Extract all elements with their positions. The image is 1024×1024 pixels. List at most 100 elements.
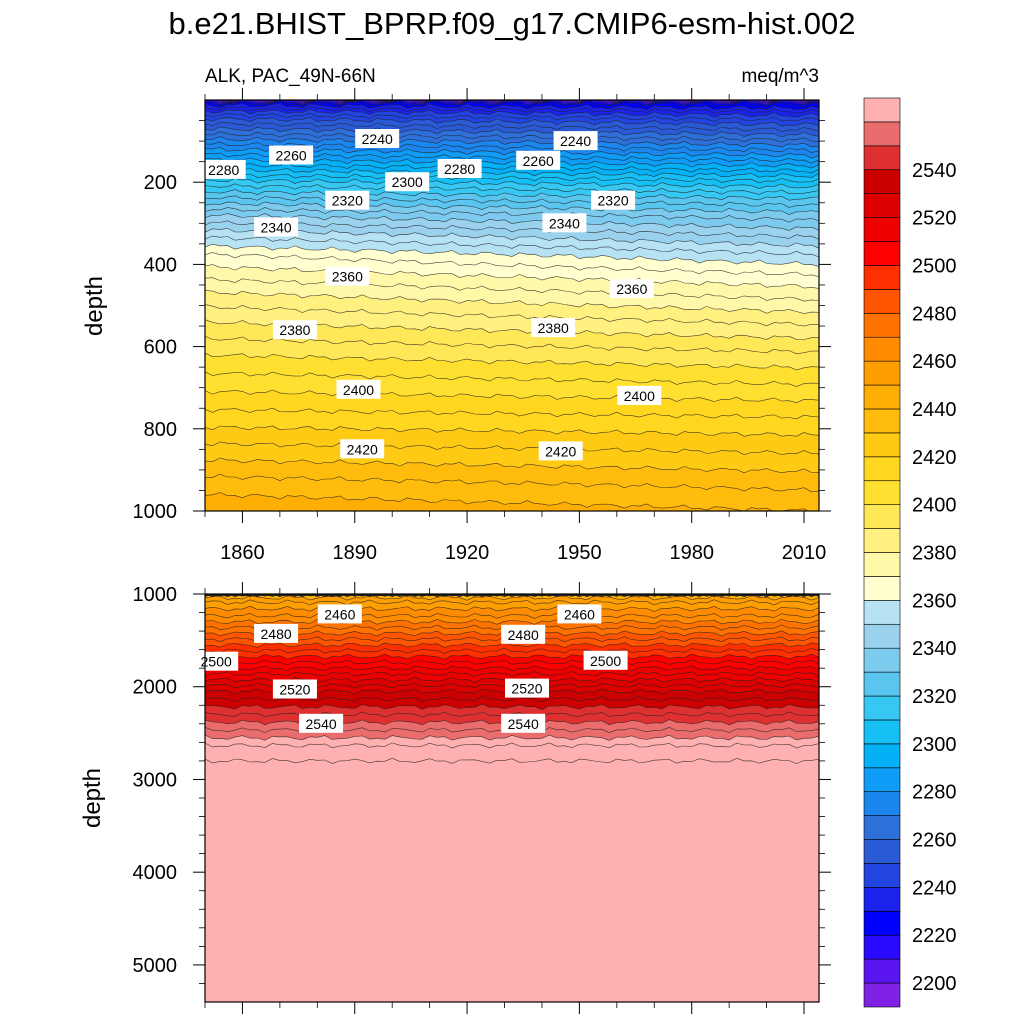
colorbar-box: [863, 911, 901, 936]
upper-contour-label-bg: [336, 379, 381, 399]
upper-contour-label-bg: [609, 279, 654, 299]
lower-contour-label-text: 2520: [511, 681, 542, 697]
upper-contour-label-text: 2240: [560, 133, 591, 149]
lower-contour-label-bg: [505, 678, 549, 698]
colorbar-label: 2460: [912, 351, 957, 373]
upper-contour-2200: [216, 100, 819, 104]
colorbar-box: [863, 600, 901, 625]
colorbar-label: 2300: [912, 734, 957, 756]
upper-contour-label-bg: [325, 190, 370, 210]
upper-contour-label-16: 2400: [617, 385, 662, 405]
colorbar-label: 2500: [912, 255, 957, 277]
upper-contour-label-3: 2260: [516, 150, 561, 170]
upper-contour-label-7: 2320: [325, 190, 370, 210]
upper-contour-2260: [205, 136, 819, 148]
upper-contour-2245: [205, 122, 819, 133]
upper-contour-2350: [205, 243, 819, 267]
colorbar-box: [863, 743, 901, 769]
colorbar-box: [863, 241, 901, 266]
colorbar-label: 2280: [912, 782, 957, 804]
colorbar-box: [863, 432, 901, 458]
upper-y-tick-label: 1000: [133, 501, 178, 523]
lower-contour-2550: [205, 734, 819, 741]
upper-contour-label-1: 2240: [553, 131, 598, 151]
upper-depth-panel: 2240 2240 2260 2260 2280 2280 2300 2320 2320 2340…: [81, 88, 831, 564]
upper-contour-label-text: 2420: [545, 443, 576, 459]
lower-y-tick-label: 2000: [133, 677, 178, 699]
colorbar: 2200 2220 2240 2260 2280 2300 2320 2340 2360 2380…: [863, 97, 957, 1008]
colorbar-box: [863, 958, 901, 984]
upper-contour-label-bg: [272, 320, 317, 340]
upper-contour-2225: [205, 105, 819, 114]
upper-contour-label-bg: [340, 439, 385, 459]
x-tick-label: 2010: [782, 542, 827, 564]
upper-contour-label-0: 2240: [355, 129, 400, 148]
upper-contour-2325: [205, 207, 819, 223]
upper-contour-2410: [205, 425, 819, 437]
colorbar-label: 2240: [912, 877, 957, 899]
upper-contour-2400: [205, 389, 819, 404]
upper-y-tick-label: 600: [144, 337, 177, 359]
upper-contour-label-bg: [591, 190, 636, 210]
upper-contour-label-text: 2260: [523, 153, 554, 169]
lower-band-2560: [205, 758, 819, 1002]
upper-contour-label-bg: [355, 129, 400, 148]
lower-contour-label-bg: [317, 604, 362, 624]
lower-contour-label-bg: [299, 713, 344, 733]
upper-contour-label-text: 2280: [208, 162, 239, 178]
upper-contour-label-text: 2360: [332, 269, 363, 285]
x-tick-label: 1920: [445, 542, 490, 564]
lower-y-tick-label: 5000: [133, 955, 178, 977]
lower-contour-2445: [205, 599, 819, 606]
upper-contour-label-text: 2400: [343, 382, 374, 398]
lower-contour-2480: [205, 641, 819, 648]
upper-y-tick-label: 800: [144, 419, 177, 441]
chart-title: b.e21.BHIST_BPRP.f09_g17.CMIP6-esm-hist.…: [169, 6, 856, 41]
colorbar-box: [863, 863, 901, 888]
colorbar-label: 2260: [912, 830, 957, 852]
upper-contour-lines: [205, 100, 819, 511]
upper-contour-2305: [205, 183, 819, 195]
upper-contour-label-17: 2420: [340, 439, 385, 459]
lower-contour-label-2: 2480: [254, 623, 299, 643]
colorbar-label: 2220: [912, 925, 957, 947]
colorbar-label: 2400: [912, 495, 957, 517]
lower-contour-2530: [205, 703, 819, 710]
colorbar-label: 2320: [912, 686, 957, 708]
colorbar-box: [863, 934, 901, 960]
upper-contour-2255: [205, 131, 819, 143]
lower-contour-label-text: 2520: [279, 682, 310, 698]
lower-contour-label-bg: [272, 679, 317, 699]
colorbar-label: 2420: [912, 447, 957, 469]
colorbar-box: [863, 839, 901, 864]
colorbar-box: [863, 145, 901, 171]
lower-contour-2495: [205, 659, 819, 666]
upper-contour-label-text: 2360: [616, 281, 647, 297]
upper-contour-2425: [205, 473, 819, 493]
lower-contour-label-bg: [583, 650, 628, 670]
upper-contour-label-10: 2340: [542, 213, 587, 233]
colorbar-label: 2340: [912, 638, 957, 660]
lower-y-axis-label: depth: [79, 768, 106, 828]
lower-contour-label-9: 2540: [501, 713, 546, 733]
colorbar-box: [863, 312, 901, 338]
upper-contour-label-5: 2280: [437, 159, 482, 178]
upper-axes: 200 400 600 800 1000 1860 1890 1920 1950 1980 2010: [133, 88, 831, 564]
colorbar-label: 2440: [912, 399, 957, 421]
upper-contour-2335: [205, 220, 819, 240]
lower-contour-2455: [205, 612, 819, 619]
colorbar-box: [863, 121, 901, 147]
upper-contour-label-text: 2380: [538, 320, 569, 336]
lower-contour-label-text: 2500: [590, 653, 621, 669]
upper-contour-2205: [205, 100, 819, 105]
colorbar-box: [863, 169, 901, 194]
lower-contour-2500: [205, 665, 819, 672]
upper-contour-2285: [205, 162, 819, 174]
x-tick-label: 1950: [557, 542, 602, 564]
x-tick-label: 1890: [333, 542, 378, 564]
upper-contour-2310: [205, 189, 819, 201]
colorbar-box: [863, 456, 901, 482]
lower-contour-label-3: 2480: [501, 624, 546, 644]
upper-contour-label-8: 2320: [591, 190, 636, 210]
